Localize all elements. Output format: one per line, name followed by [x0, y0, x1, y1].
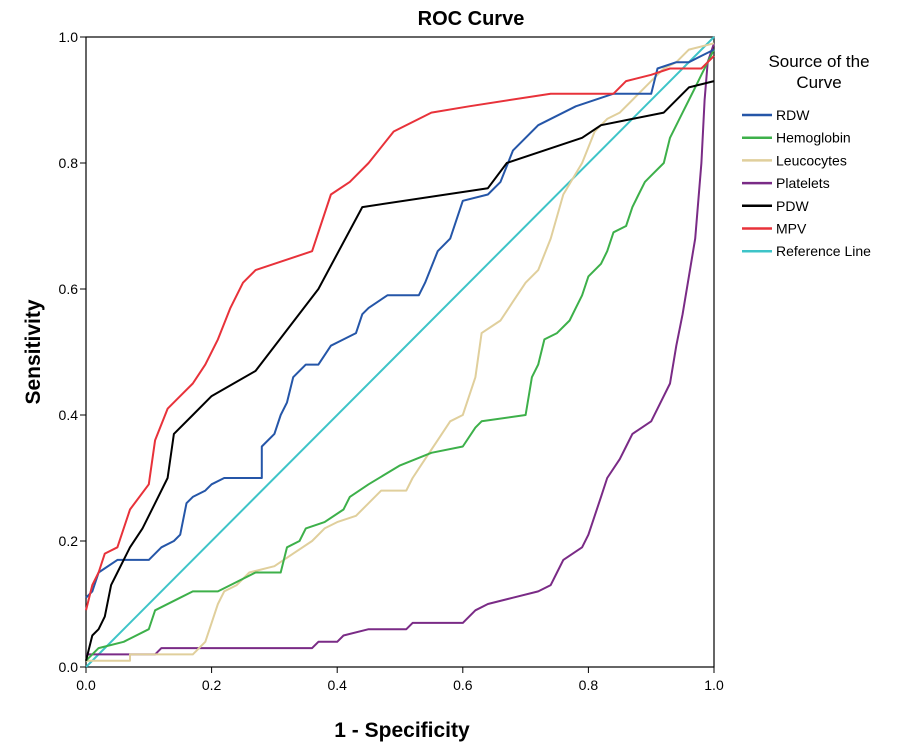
x-tick-label: 1.0 [704, 677, 724, 693]
series-line-mpv [85, 55, 715, 611]
legend-label: Platelets [776, 175, 830, 191]
y-tick-label: 0.4 [59, 407, 79, 423]
legend-item-hemoglobin: Hemoglobin [742, 130, 851, 146]
legend-item-reference-line: Reference Line [742, 243, 871, 259]
plot-area: 0.0 0.2 0.4 0.6 0.8 1.0 0.0 0.2 0.4 0.6 0.8 1.0 [59, 29, 724, 693]
x-tick-label: 0.4 [327, 677, 347, 693]
legend-label: MPV [776, 221, 807, 237]
legend: Source of the Curve RDW Hemoglobin Leucocy… [742, 52, 871, 259]
y-axis-label: Sensitivity [22, 299, 45, 404]
legend-title-line-2: Curve [796, 73, 841, 92]
y-tick-label: 0.6 [59, 281, 79, 297]
series-line-reference-line [85, 36, 715, 668]
series-line-hemoglobin [85, 49, 715, 662]
y-tick-label: 0.2 [59, 533, 79, 549]
legend-label: Reference Line [776, 243, 871, 259]
legend-item-platelets: Platelets [742, 175, 830, 191]
legend-item-mpv: MPV [742, 221, 807, 237]
legend-title-line-1: Source of the [768, 52, 869, 71]
legend-items: RDW Hemoglobin Leucocytes Platelets PDW MPV Re… [742, 107, 871, 259]
series-line-rdw [85, 48, 715, 599]
series-line-platelets [86, 42, 715, 656]
chart-title: ROC Curve [418, 8, 525, 30]
y-axis-ticks: 0.0 0.2 0.4 0.6 0.8 1.0 [59, 29, 86, 675]
series-line-leucocytes [86, 42, 715, 662]
legend-label: Hemoglobin [776, 130, 851, 146]
legend-item-leucocytes: Leucocytes [742, 152, 847, 168]
legend-label: PDW [776, 198, 809, 214]
legend-item-rdw: RDW [742, 107, 810, 123]
y-tick-label: 0.0 [59, 659, 79, 675]
legend-label: RDW [776, 107, 810, 123]
x-tick-label: 0.2 [202, 677, 222, 693]
x-tick-label: 0.6 [453, 677, 473, 693]
x-tick-label: 0.8 [579, 677, 599, 693]
series-line-pdw [85, 80, 715, 661]
y-tick-label: 0.8 [59, 155, 79, 171]
x-axis-ticks: 0.0 0.2 0.4 0.6 0.8 1.0 [76, 667, 724, 693]
x-tick-label: 0.0 [76, 677, 96, 693]
legend-item-pdw: PDW [742, 198, 809, 214]
y-tick-label: 1.0 [59, 29, 79, 45]
x-axis-label: 1 - Specificity [334, 719, 470, 742]
series-layer [85, 36, 715, 668]
legend-label: Leucocytes [776, 152, 847, 168]
